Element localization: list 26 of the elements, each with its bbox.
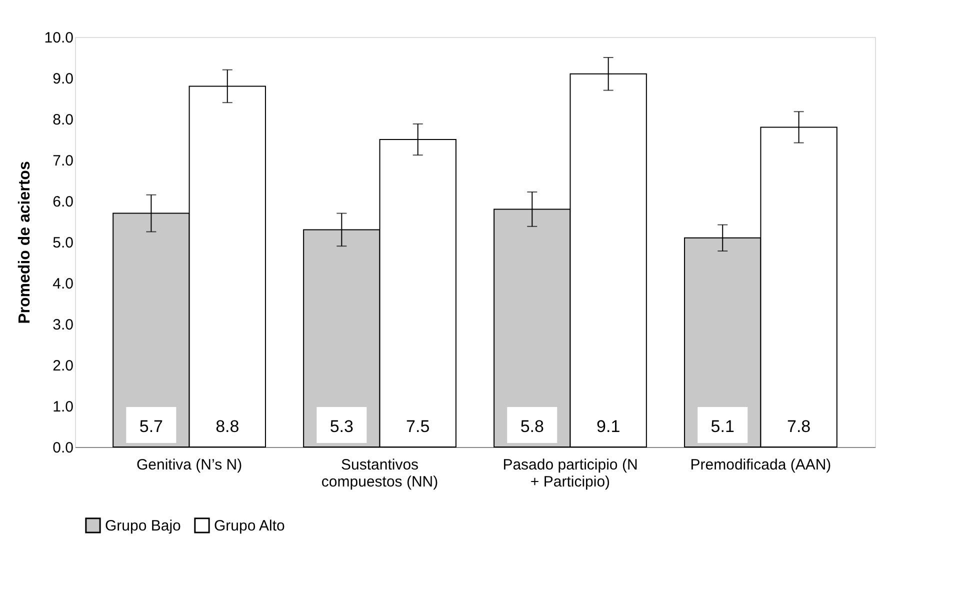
legend-label: Grupo Alto — [214, 517, 285, 534]
data-label: 8.8 — [216, 417, 240, 436]
y-tick-label: 4.0 — [52, 276, 74, 292]
x-tick-label: Sustantivos compuestos (NN) — [321, 456, 438, 490]
x-tick-label: Premodificada (AAN) — [690, 456, 832, 474]
y-tick-label: 0.0 — [52, 440, 74, 456]
data-label: 9.1 — [596, 417, 620, 436]
y-tick-label: 8.0 — [52, 112, 74, 128]
x-tick-label: Pasado participio (N + Participio) — [502, 456, 638, 490]
y-tick-label: 1.0 — [52, 398, 74, 416]
data-label: 5.8 — [520, 417, 544, 436]
y-tick-label: 7.0 — [52, 152, 74, 170]
y-axis-title: Promedio de aciertos — [16, 161, 34, 324]
y-tick-label: 10.0 — [44, 30, 74, 46]
data-label: 5.3 — [330, 417, 354, 436]
data-label: 7.8 — [786, 417, 811, 436]
x-tick-label: Genitiva (N’s N) — [136, 456, 242, 474]
y-tick-label: 5.0 — [52, 234, 74, 252]
y-tick-label: 6.0 — [52, 194, 74, 210]
y-tick-label: 9.0 — [52, 70, 74, 88]
data-label: 5.7 — [139, 417, 164, 436]
data-label: 7.5 — [406, 417, 430, 436]
y-tick-label: 3.0 — [52, 316, 74, 334]
data-label: 5.1 — [710, 417, 734, 436]
legend-label: Grupo Bajo — [105, 517, 181, 534]
y-tick-label: 2.0 — [52, 358, 74, 374]
